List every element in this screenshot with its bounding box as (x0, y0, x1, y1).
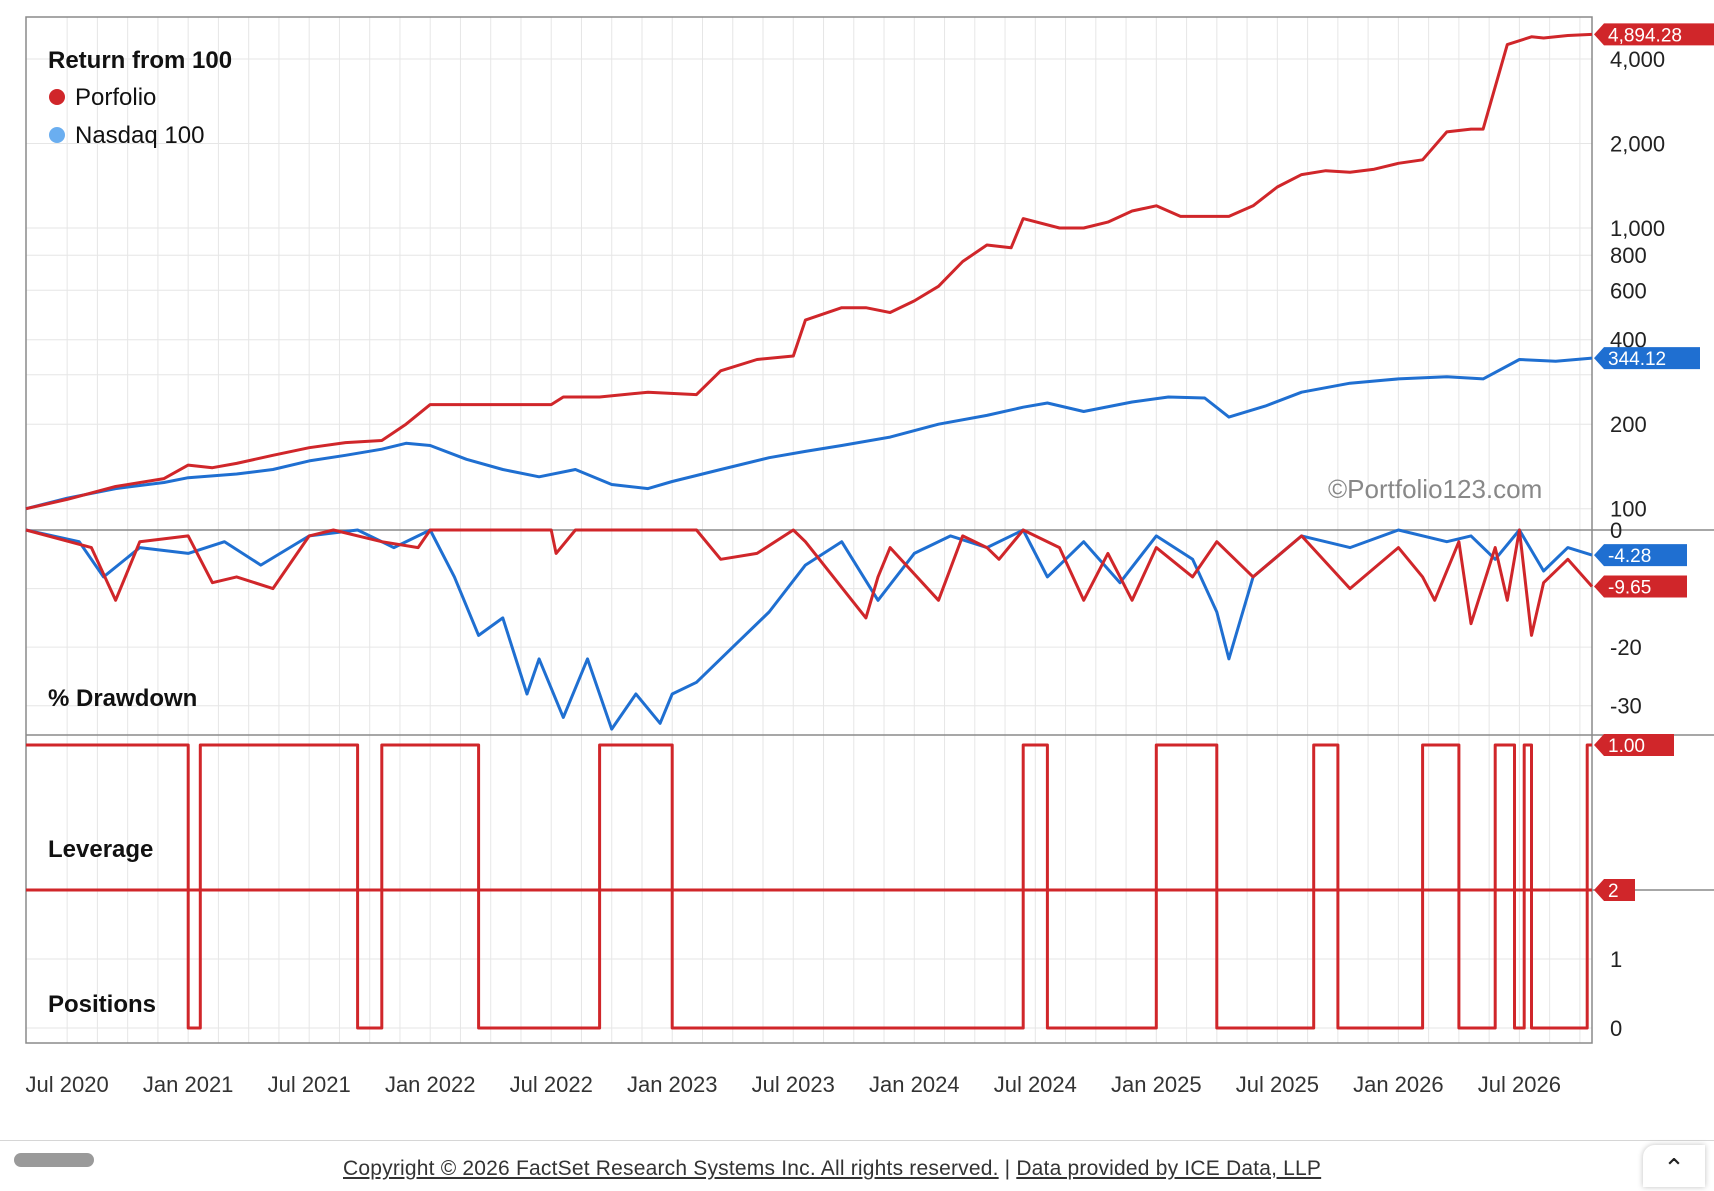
y-tick-label: 2,000 (1610, 131, 1665, 156)
horizontal-scrollbar-thumb[interactable] (14, 1153, 94, 1167)
x-tick-label: Jul 2025 (1236, 1072, 1319, 1097)
series-line-nasdaq-100 (25, 356, 1593, 511)
x-tick-label: Jan 2021 (143, 1072, 234, 1097)
x-tick-label: Jan 2022 (385, 1072, 476, 1097)
last-value-badge (1594, 544, 1687, 567)
last-value-badge (1594, 347, 1700, 370)
leverage-panel-title: Leverage (48, 836, 153, 863)
last-value-badge (1594, 879, 1635, 901)
copyright-link[interactable]: Copyright © 2026 FactSet Research System… (343, 1157, 999, 1180)
last-value-badge (1594, 734, 1674, 756)
y-tick-label: 4,000 (1610, 47, 1665, 72)
y-tick-label: -30 (1610, 694, 1642, 719)
drawdown-panel-title: % Drawdown (48, 685, 197, 712)
y-tick-label: -20 (1610, 635, 1642, 660)
y-tick-label: 1,000 (1610, 216, 1665, 241)
x-tick-label: Jul 2022 (510, 1072, 593, 1097)
footer: Copyright © 2026 FactSet Research System… (0, 1140, 1714, 1187)
return-panel-title: Return from 100 (48, 47, 232, 74)
scroll-to-top-button[interactable]: ⌃ (1643, 1145, 1705, 1187)
chevron-up-icon: ⌃ (1663, 1153, 1685, 1183)
legend-label-nasdaq: Nasdaq 100 (75, 122, 204, 149)
x-tick-label: Jul 2026 (1478, 1072, 1561, 1097)
last-value-badge (1594, 23, 1714, 46)
legend-dot-portfolio (49, 89, 65, 105)
y-tick-label: 0 (1610, 518, 1622, 543)
x-tick-label: Jan 2024 (869, 1072, 960, 1097)
y-tick-label: 100 (1610, 497, 1647, 522)
x-tick-label: Jan 2023 (627, 1072, 718, 1097)
separator: | (1004, 1157, 1011, 1180)
x-tick-label: Jan 2026 (1353, 1072, 1444, 1097)
x-tick-label: Jul 2024 (994, 1072, 1077, 1097)
legend-dot-nasdaq (49, 127, 65, 143)
y-tick-label: 1 (1610, 947, 1622, 972)
watermark: ©Portfolio123.com (1328, 474, 1542, 504)
x-tick-label: Jul 2020 (26, 1072, 109, 1097)
chart-area: 4,0002,0001,0008006004002001000-10-20-30… (25, 16, 1714, 1097)
y-tick-label: 0 (1610, 1016, 1622, 1041)
legend-label-portfolio: Porfolio (75, 84, 156, 111)
x-tick-label: Jul 2023 (752, 1072, 835, 1097)
last-value-label: 344.12 (1608, 349, 1666, 370)
x-tick-label: Jan 2025 (1111, 1072, 1202, 1097)
last-value-label: -4.28 (1608, 546, 1651, 567)
positions-panel-title: Positions (48, 991, 156, 1018)
data-provider-link[interactable]: Data provided by ICE Data, LLP (1016, 1157, 1322, 1180)
y-tick-label: 600 (1610, 278, 1647, 303)
series-line-porfolio (26, 888, 1592, 1030)
last-value-label: 1.00 (1608, 736, 1645, 757)
copyright-line: Copyright © 2026 FactSet Research System… (343, 1157, 1321, 1181)
x-tick-label: Jul 2021 (268, 1072, 351, 1097)
last-value-badge (1594, 575, 1687, 598)
last-value-label: -9.65 (1608, 578, 1651, 599)
last-value-label: 4,894.28 (1608, 25, 1682, 46)
series-line-porfolio (25, 528, 1594, 637)
series-line-nasdaq-100 (25, 528, 1593, 731)
series-line-porfolio (25, 32, 1593, 511)
last-value-label: 2 (1608, 881, 1619, 902)
series-line-porfolio (26, 743, 1592, 892)
y-tick-label: 800 (1610, 243, 1647, 268)
y-tick-label: 200 (1610, 412, 1647, 437)
